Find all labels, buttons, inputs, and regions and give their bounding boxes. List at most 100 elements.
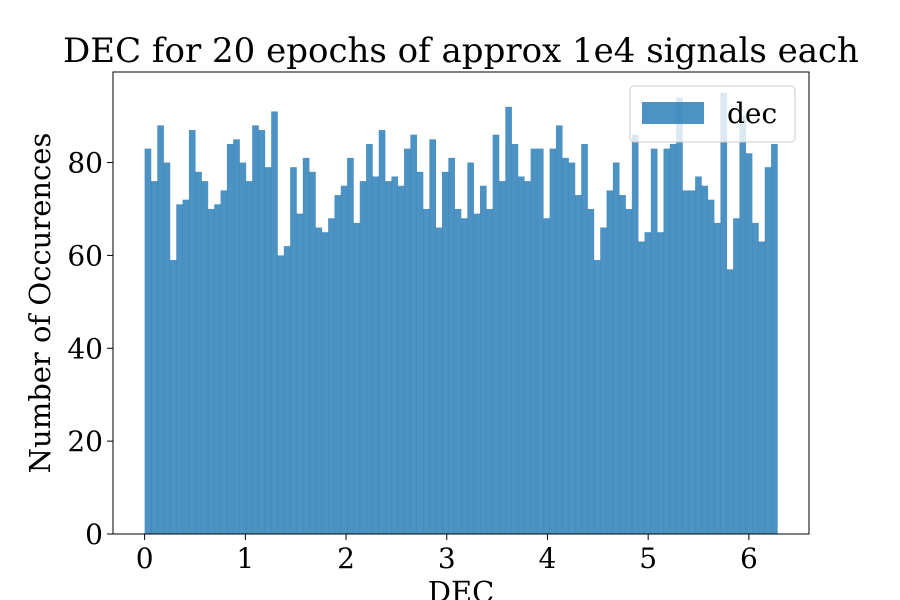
- histogram-bar: [625, 208, 633, 535]
- histogram-bar: [505, 106, 512, 534]
- histogram-bar: [720, 92, 728, 534]
- histogram-bar: [619, 195, 626, 534]
- histogram-bar: [701, 185, 709, 534]
- histogram-bar: [410, 134, 418, 534]
- histogram-bar: [366, 143, 373, 534]
- x-axis-label: DEC: [428, 575, 495, 600]
- histogram-bar: [745, 153, 753, 534]
- x-tick-label: 6: [740, 542, 758, 575]
- histogram-bar: [226, 143, 234, 534]
- histogram-bar: [593, 260, 601, 534]
- x-tick-label: 1: [236, 542, 254, 575]
- histogram-bar: [176, 204, 183, 534]
- histogram-bar: [442, 171, 449, 534]
- y-tick-label: 0: [85, 518, 103, 551]
- histogram-bar: [695, 176, 702, 535]
- histogram-bar: [726, 269, 734, 534]
- histogram-bar: [562, 157, 569, 535]
- histogram-bar: [334, 195, 342, 534]
- histogram-bar: [195, 171, 202, 534]
- histogram-bar: [663, 148, 671, 534]
- histogram-bar: [461, 218, 468, 535]
- histogram-bar: [714, 222, 721, 534]
- x-tick-label: 2: [337, 542, 355, 575]
- histogram-bar: [707, 199, 715, 534]
- histogram-bars: [144, 92, 778, 535]
- histogram-bar: [150, 181, 158, 534]
- histogram-bar: [397, 185, 405, 534]
- histogram-bar: [733, 218, 740, 535]
- histogram-bar: [473, 213, 481, 534]
- histogram-bar: [328, 218, 335, 535]
- histogram-bar: [315, 227, 323, 535]
- histogram-bar: [638, 241, 645, 534]
- histogram-bar: [739, 116, 747, 535]
- histogram-bar: [302, 157, 310, 535]
- histogram-bar: [372, 176, 380, 535]
- histogram-bar: [486, 208, 493, 535]
- histogram-bar: [182, 199, 190, 534]
- histogram-bar: [429, 139, 436, 534]
- histogram-bar: [378, 130, 386, 534]
- histogram-bar: [764, 167, 772, 535]
- y-tick-label: 80: [67, 147, 103, 180]
- histogram-bar: [220, 190, 228, 534]
- y-axis-ticks: 0 20 40 60 80: [67, 147, 113, 551]
- histogram-bar: [157, 125, 164, 535]
- histogram-bar: [233, 139, 240, 534]
- histogram-bar: [214, 204, 221, 534]
- histogram-bar: [359, 181, 367, 534]
- histogram-bar: [492, 134, 500, 534]
- histogram-bar: [543, 218, 550, 535]
- histogram-bar: [676, 97, 683, 534]
- histogram-bar: [612, 162, 620, 534]
- histogram-bar: [549, 148, 557, 534]
- histogram-bar: [416, 171, 424, 534]
- y-tick-label: 40: [67, 332, 103, 365]
- histogram-bar: [498, 181, 506, 534]
- chart-title: DEC for 20 epochs of approx 1e4 signals …: [63, 31, 859, 71]
- histogram-bar: [752, 222, 759, 534]
- histogram-bar: [682, 190, 690, 534]
- histogram-bar: [144, 148, 152, 534]
- y-tick-label: 20: [67, 425, 103, 458]
- legend: dec: [629, 85, 796, 143]
- y-tick-label: 60: [67, 239, 103, 272]
- histogram-bar: [600, 227, 607, 535]
- histogram-bar: [587, 208, 595, 535]
- histogram-bar: [296, 213, 304, 534]
- x-tick-label: 0: [136, 542, 154, 575]
- histogram-bar: [555, 125, 563, 535]
- histogram-bar: [391, 176, 399, 535]
- histogram-bar: [245, 181, 253, 534]
- axes-frame: [112, 71, 810, 535]
- histogram-bar: [385, 181, 392, 534]
- histogram-bar: [688, 190, 696, 534]
- histogram-bar: [340, 185, 348, 534]
- histogram-bar: [657, 232, 664, 534]
- histogram-bar: [347, 157, 354, 535]
- histogram-bar: [309, 171, 316, 534]
- histogram-bar: [188, 130, 196, 534]
- histogram-bar: [435, 227, 443, 535]
- histogram-bar: [758, 241, 766, 534]
- x-axis-ticks: 0 1 2 3 4 5 6: [136, 534, 758, 575]
- histogram-bar: [536, 148, 544, 534]
- histogram-bar: [771, 143, 778, 534]
- histogram-bar: [283, 246, 291, 534]
- histogram-bar: [517, 176, 525, 535]
- histogram-bar: [404, 148, 411, 534]
- histogram-bar: [448, 157, 455, 535]
- histogram-bar: [581, 143, 588, 534]
- legend-box: [629, 85, 796, 143]
- histogram-bar: [568, 162, 576, 534]
- histogram-bar: [479, 185, 487, 534]
- histogram-bar: [353, 222, 361, 534]
- histogram-bar: [511, 143, 519, 534]
- histogram-bar: [423, 208, 430, 535]
- histogram-bar: [644, 232, 652, 534]
- histogram-bar: [530, 148, 538, 534]
- histogram-bar: [201, 181, 209, 534]
- y-axis-label: Number of Occurences: [23, 133, 57, 474]
- histogram-bar: [163, 162, 171, 534]
